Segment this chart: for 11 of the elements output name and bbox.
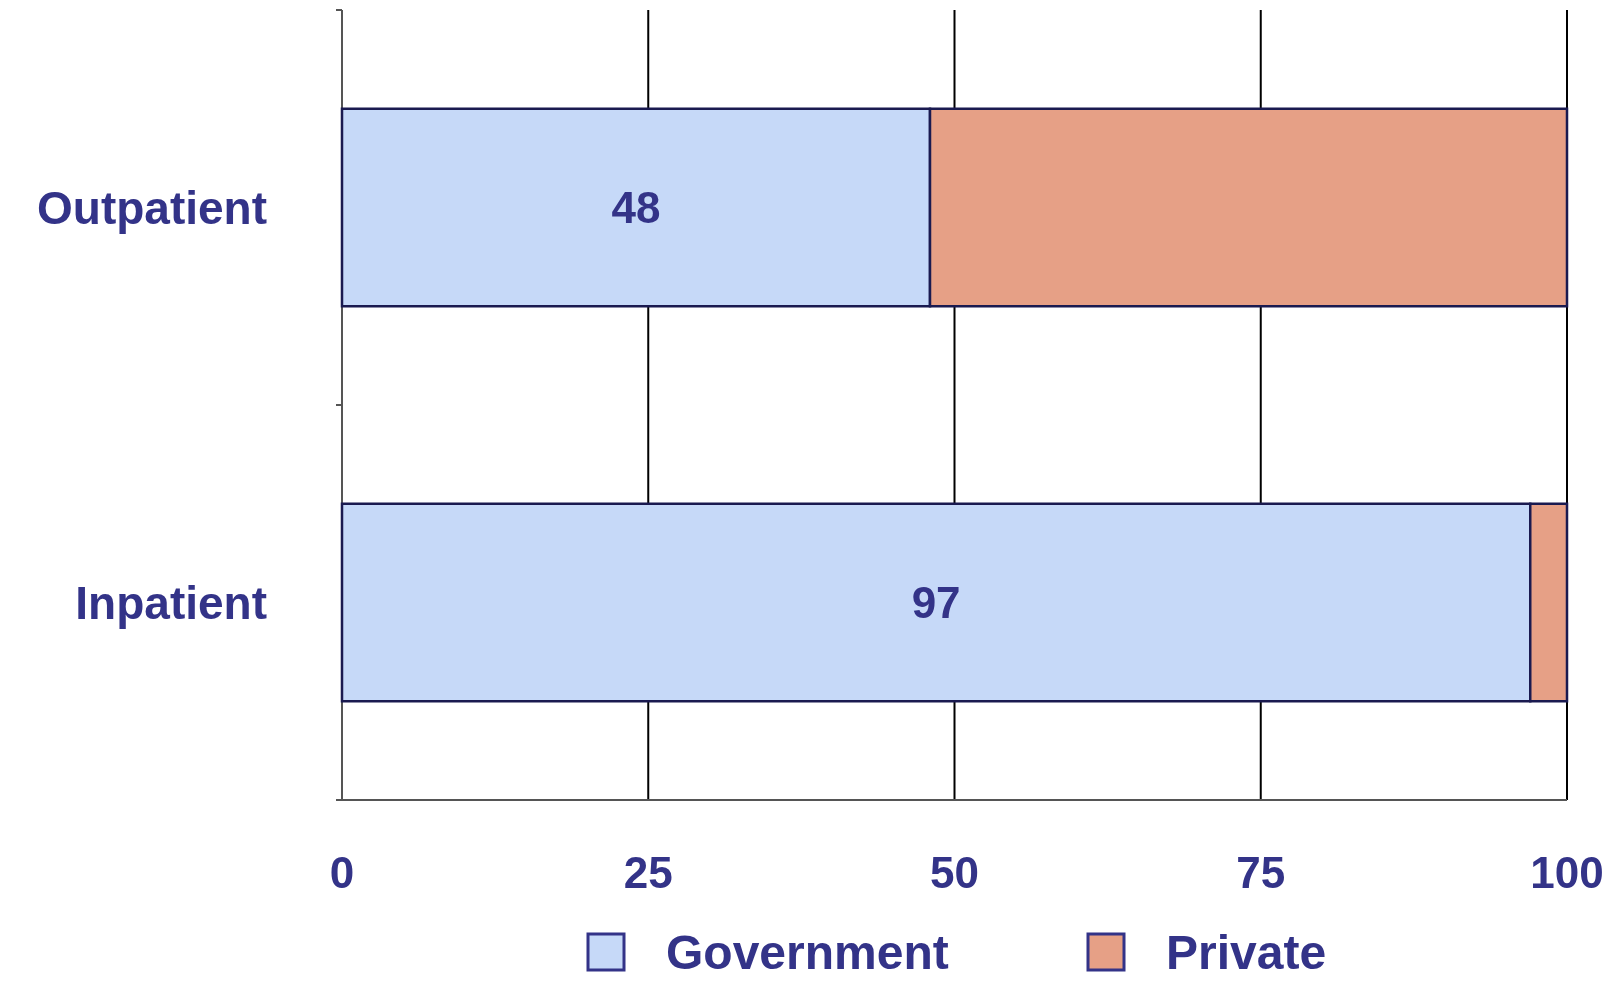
legend-label: Private xyxy=(1166,925,1327,979)
data-label: 97 xyxy=(911,577,961,627)
y-tick-label: Inpatient xyxy=(75,576,267,629)
x-tick-label: 50 xyxy=(930,848,979,897)
x-tick-label: 0 xyxy=(329,848,355,897)
x-tick-label: 25 xyxy=(623,848,673,897)
x-tick-label: 75 xyxy=(1236,848,1286,897)
y-tick-label: Outpatient xyxy=(37,181,267,234)
legend-label: Government xyxy=(666,925,949,979)
data-label: 48 xyxy=(611,182,661,232)
x-tick-label: 100 xyxy=(1530,848,1604,897)
